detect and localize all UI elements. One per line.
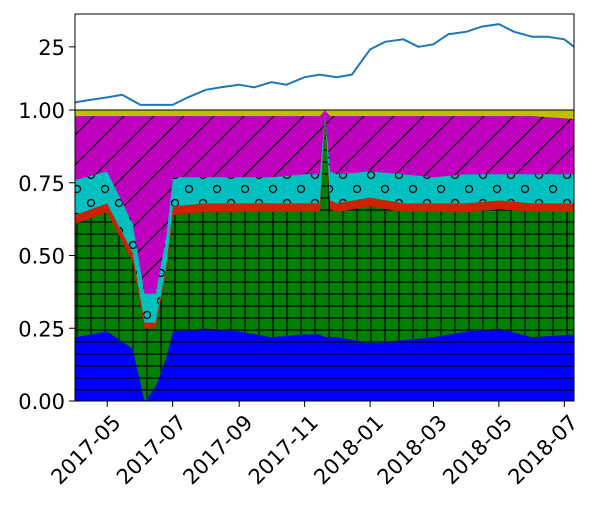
bottom-ytick-label: 1.00: [18, 99, 65, 123]
top-line-series: [75, 23, 574, 106]
top-y-ticks: 25: [38, 36, 75, 60]
x-ticks: 2017-052017-072017-092017-112018-012018-…: [46, 401, 583, 489]
top-series-line: [75, 23, 574, 106]
top-axes-frame: [74, 13, 575, 111]
stacked-area-series: [75, 110, 574, 401]
bottom-ytick-label: 0.50: [18, 245, 65, 269]
area-series-0-hatch: [75, 328, 574, 401]
xtick-label: 2017-07: [112, 410, 191, 489]
area-series-4-hatch: [75, 110, 574, 294]
top-panel: 25: [38, 13, 575, 111]
top-ytick-label: 25: [38, 36, 65, 60]
xtick-label: 2018-05: [438, 410, 517, 489]
bottom-ytick-label: 0.00: [18, 390, 65, 414]
xtick-label: 2017-11: [244, 410, 323, 489]
xtick-label: 2017-09: [178, 410, 257, 489]
area-series-5: [75, 110, 574, 120]
bottom-panel: 0.000.250.500.751.00 2017-052017-072017-…: [18, 99, 582, 489]
bottom-ytick-label: 0.25: [18, 317, 65, 341]
xtick-label: 2018-07: [504, 410, 583, 489]
xtick-label: 2018-03: [373, 410, 452, 489]
area-series-1-hatch: [75, 110, 574, 401]
bottom-ytick-label: 0.75: [18, 172, 65, 196]
xtick-label: 2017-05: [46, 410, 125, 489]
bottom-y-ticks: 0.00 0.25 0.50 0.75 1.00: [18, 99, 75, 414]
